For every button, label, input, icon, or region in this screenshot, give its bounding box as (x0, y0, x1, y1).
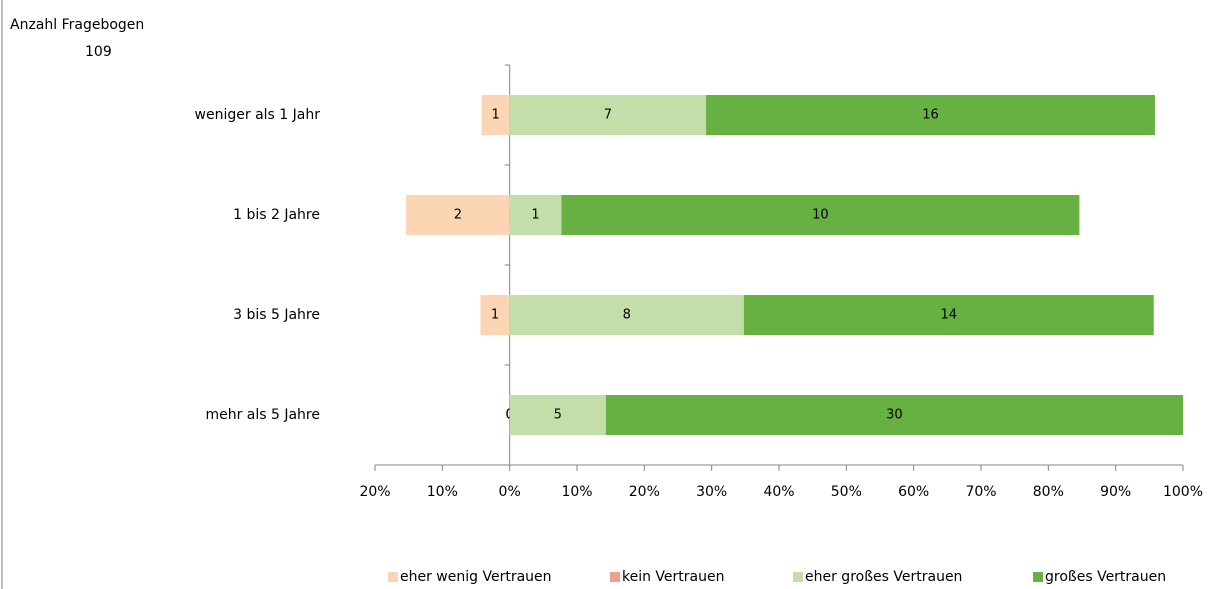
bar-segment (481, 95, 510, 135)
bar-segment (561, 195, 1080, 235)
x-tick-label: 0% (499, 484, 521, 500)
data-label: 1 (531, 208, 539, 223)
legend-marker (610, 572, 620, 582)
y-tick-label: weniger als 1 Jahr (195, 107, 321, 123)
bar-segment (509, 195, 562, 235)
data-label: 2 (454, 208, 462, 223)
legend-label: eher wenig Vertrauen (400, 569, 552, 585)
chart-subtitle: 109 (85, 44, 112, 60)
x-tick-label: 20% (359, 484, 390, 500)
bar-segment (743, 295, 1154, 335)
legend-label: kein Vertrauen (622, 569, 724, 585)
legend-marker (388, 572, 398, 582)
x-tick-label: 80% (1033, 484, 1064, 500)
data-label: 14 (941, 308, 958, 323)
data-label: 7 (604, 108, 612, 123)
bar-segment (509, 395, 606, 435)
bar-segment (509, 95, 707, 135)
x-tick-label: 90% (1100, 484, 1131, 500)
x-tick-label: 10% (561, 484, 592, 500)
y-tick-label: 1 bis 2 Jahre (233, 207, 320, 223)
x-tick-label: 40% (763, 484, 794, 500)
legend-label: großes Vertrauen (1045, 569, 1166, 585)
data-label: 5 (554, 408, 562, 423)
data-label: 10 (812, 208, 829, 223)
bar-segment (406, 195, 510, 235)
x-tick-label: 60% (898, 484, 929, 500)
x-tick-label: 100% (1163, 484, 1203, 500)
bar-segment (480, 295, 510, 335)
data-label: 30 (886, 408, 903, 423)
data-label: 8 (623, 308, 631, 323)
data-label: 1 (491, 308, 499, 323)
x-tick-label: 70% (965, 484, 996, 500)
data-label: 16 (922, 108, 939, 123)
x-tick-label: 20% (629, 484, 660, 500)
legend-marker (1033, 572, 1043, 582)
data-label: 1 (491, 108, 499, 123)
x-tick-label: 50% (831, 484, 862, 500)
bar-segment (509, 295, 744, 335)
y-tick-label: 3 bis 5 Jahre (233, 307, 320, 323)
chart-title: Anzahl Fragebogen (10, 17, 144, 33)
legend-marker (793, 572, 803, 582)
y-tick-label: mehr als 5 Jahre (205, 407, 320, 423)
bar-segment (706, 95, 1155, 135)
x-tick-label: 30% (696, 484, 727, 500)
legend-label: eher großes Vertrauen (805, 569, 962, 585)
x-tick-label: 10% (427, 484, 458, 500)
bar-segment (605, 395, 1183, 435)
